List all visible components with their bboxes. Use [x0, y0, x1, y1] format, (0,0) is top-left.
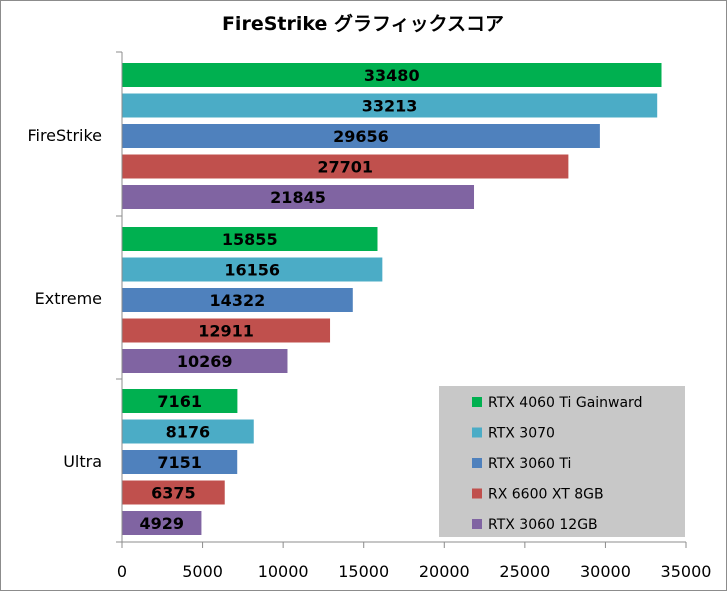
bar [122, 288, 353, 312]
x-tick-label: 20000 [419, 562, 470, 581]
category-label: Ultra [63, 452, 102, 471]
bars-layer [122, 63, 662, 535]
data-label: 16156 [224, 261, 280, 280]
bar [122, 419, 254, 444]
data-label: 14322 [210, 291, 266, 310]
data-label: 4929 [139, 514, 184, 533]
category-label: Extreme [35, 289, 102, 308]
x-tick-label: 15000 [338, 562, 389, 581]
category-label: FireStrike [27, 126, 102, 145]
x-tick-label: 30000 [580, 562, 631, 581]
data-label: 33480 [364, 66, 420, 85]
legend-swatch [472, 427, 482, 438]
bar [122, 480, 225, 505]
x-tick-label: 0 [117, 562, 127, 581]
bar [122, 93, 658, 118]
legend-label: RTX 3070 [488, 426, 555, 442]
legend-label: RX 6600 XT 8GB [488, 487, 604, 503]
bar [122, 185, 475, 209]
data-label: 12911 [198, 322, 254, 341]
bar [122, 511, 202, 535]
legend-label: RTX 3060 Ti [488, 456, 571, 472]
data-label: 21845 [270, 188, 326, 207]
legend-swatch [472, 488, 482, 499]
data-label: 8176 [166, 423, 211, 442]
legend-label: RTX 4060 Ti Gainward [488, 395, 642, 411]
legend-swatch [472, 458, 482, 468]
data-label: 10269 [177, 352, 233, 371]
x-tick-label: 35000 [661, 562, 712, 581]
data-label: 6375 [151, 484, 196, 503]
data-label: 29656 [333, 127, 389, 146]
legend-swatch [472, 519, 482, 529]
data-label: 27701 [317, 158, 373, 177]
bar [122, 227, 378, 251]
x-tick-label: 25000 [499, 562, 550, 581]
legend-swatch [472, 397, 482, 407]
legend-label: RTX 3060 12GB [488, 517, 598, 533]
axes-layer: FireStrike Extreme Ultra 0 5000 10000 15000 200… [27, 51, 712, 581]
bar [122, 257, 383, 282]
bar [122, 63, 662, 87]
bar [122, 389, 238, 413]
bar [122, 124, 600, 148]
bar [122, 318, 331, 343]
chart-title: FireStrike グラフィックスコア [222, 12, 504, 35]
data-label: 33213 [362, 97, 418, 116]
bar [122, 450, 238, 474]
data-labels-layer: 33480 33213 29656 27701 21845 15855 16156 14322… [139, 66, 419, 533]
data-label: 7161 [157, 392, 202, 411]
data-label: 15855 [222, 230, 278, 249]
bar [122, 154, 569, 179]
bar [122, 349, 288, 373]
x-tick-label: 10000 [258, 562, 309, 581]
data-label: 7151 [157, 453, 202, 472]
x-tick-label: 5000 [182, 562, 223, 581]
legend: RTX 4060 Ti Gainward RTX 3070 RTX 3060 Ti R… [439, 386, 685, 537]
